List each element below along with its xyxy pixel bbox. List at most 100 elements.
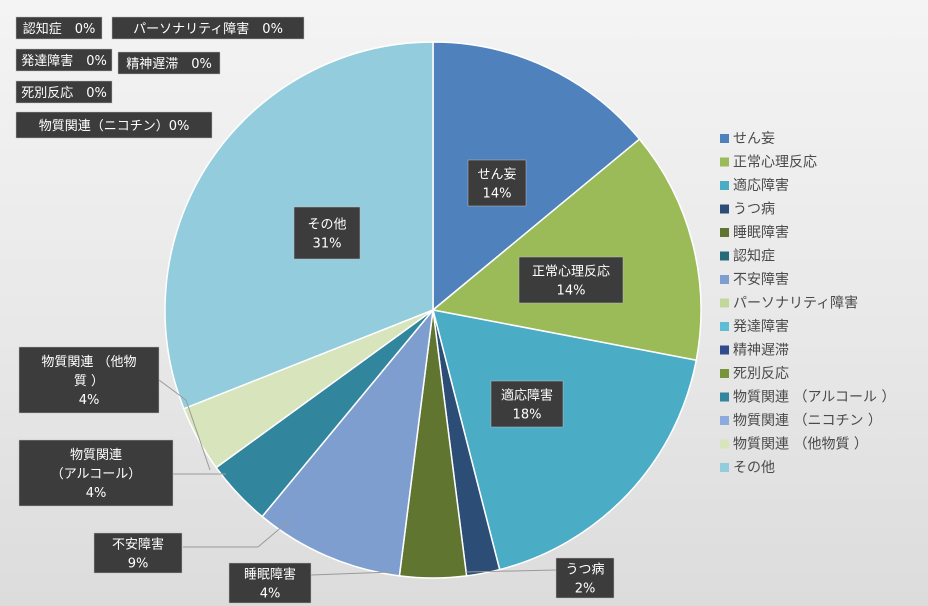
data-label-text: （アルコール） bbox=[51, 467, 142, 482]
data-label-text: 18% bbox=[513, 408, 542, 423]
leader-lines bbox=[158, 379, 557, 576]
data-label-text: 4% bbox=[260, 587, 281, 602]
legend-swatch bbox=[720, 392, 729, 402]
data-label: 適応障害 18% bbox=[490, 380, 564, 428]
legend-item: 物質関連 （他物質 ） bbox=[720, 437, 868, 453]
legend-item: 物質関連 （アルコール ） bbox=[720, 390, 895, 406]
legend-swatch bbox=[720, 134, 729, 143]
legend-label: 睡眠障害 bbox=[733, 225, 789, 241]
data-label-text: 質 ） bbox=[74, 374, 104, 389]
data-label-text: 物質関連 （他物 bbox=[41, 355, 136, 370]
legend-swatch bbox=[720, 322, 729, 331]
data-label-text: 2% bbox=[575, 582, 596, 597]
data-label-box bbox=[93, 532, 183, 574]
data-label: 認知症 0% bbox=[15, 16, 103, 40]
legend-item: せん妄 bbox=[720, 131, 775, 147]
legend-item: 死別反応 bbox=[720, 366, 789, 382]
legend-swatch bbox=[720, 416, 729, 425]
legend-item: 認知症 bbox=[720, 248, 775, 265]
data-label: 精神遅滞 0% bbox=[117, 51, 221, 75]
legend-label: 物質関連 （他物質 ） bbox=[733, 437, 868, 453]
data-label-text: 14% bbox=[557, 284, 586, 299]
legend-item: 精神遅滞 bbox=[720, 343, 789, 359]
data-label-text: 不安障害 bbox=[112, 537, 164, 553]
data-label: うつ病 2% bbox=[555, 557, 615, 599]
data-label-text: うつ病 bbox=[565, 563, 604, 578]
legend-label: うつ病 bbox=[733, 202, 775, 218]
leader-line bbox=[158, 379, 211, 471]
data-label-text: その他 bbox=[307, 218, 346, 233]
data-label-text: 31% bbox=[313, 237, 342, 252]
legend-item: 適応障害 bbox=[720, 177, 789, 194]
data-label-text: せん妄 bbox=[477, 168, 516, 183]
data-label-text: 精神遅滞 0% bbox=[126, 57, 212, 72]
legend-label: 適応障害 bbox=[733, 177, 789, 194]
data-label: 死別反応 0% bbox=[15, 80, 113, 104]
data-label-text: 9% bbox=[128, 557, 149, 572]
legend-label: 物質関連 （アルコール ） bbox=[733, 390, 895, 406]
data-label-text: 物質関連 bbox=[70, 448, 122, 463]
legend-item: 発達障害 bbox=[720, 319, 789, 335]
data-label-text: 4% bbox=[86, 486, 107, 501]
data-label-box bbox=[18, 346, 160, 414]
data-label-text: 発達障害 0% bbox=[21, 53, 107, 69]
data-label-text: 認知症 0% bbox=[23, 21, 96, 37]
data-label-text: 睡眠障害 bbox=[244, 567, 296, 583]
legend-label: 発達障害 bbox=[733, 319, 789, 335]
data-label: 不安障害 9% bbox=[93, 532, 183, 574]
data-label-box bbox=[490, 380, 564, 428]
data-label-box bbox=[18, 439, 174, 507]
legend-label: 物質関連 （ニコチン ） bbox=[733, 413, 882, 429]
legend-swatch bbox=[720, 369, 729, 378]
pie-slice bbox=[431, 309, 698, 571]
data-label-box bbox=[117, 51, 221, 75]
legend-swatch bbox=[720, 298, 729, 308]
legend-label: 認知症 bbox=[733, 248, 775, 265]
data-label-text: 14% bbox=[483, 187, 512, 202]
data-label-box bbox=[467, 159, 527, 207]
data-label: せん妄 14% bbox=[467, 159, 527, 207]
legend: せん妄正常心理反応適応障害うつ病睡眠障害認知症不安障害パーソナリティ障害発達障害… bbox=[720, 131, 895, 476]
data-label-box bbox=[518, 256, 624, 304]
legend-swatch bbox=[720, 439, 729, 449]
data-label: 物質関連 （他物質 ） 4% bbox=[18, 346, 160, 414]
data-label-box bbox=[228, 562, 312, 604]
data-label: 発達障害 0% bbox=[15, 48, 113, 72]
data-label-text: 死別反応 0% bbox=[21, 86, 107, 101]
leader-line bbox=[183, 519, 291, 548]
legend-item: その他 bbox=[720, 460, 775, 476]
data-label: 正常心理反応 14% bbox=[518, 256, 624, 304]
data-label-text: 物質関連（ニコチン）0% bbox=[39, 119, 190, 134]
legend-label: 正常心理反応 bbox=[733, 155, 817, 171]
leader-line bbox=[465, 569, 557, 573]
data-label-text: 4% bbox=[79, 393, 100, 408]
data-labels: せん妄 14% 正常心理反応 14% 適応障害 18% うつ病 2% 睡眠障害 4% 認知症 0% 不… bbox=[15, 16, 624, 604]
legend-label: 精神遅滞 bbox=[733, 343, 789, 359]
legend-item: うつ病 bbox=[720, 202, 775, 218]
legend-item: 物質関連 （ニコチン ） bbox=[720, 413, 882, 429]
legend-item: パーソナリティ障害 bbox=[720, 296, 858, 312]
pie-slice bbox=[261, 307, 435, 577]
legend-label: 不安障害 bbox=[733, 272, 789, 288]
legend-label: パーソナリティ障害 bbox=[733, 296, 858, 312]
data-label: 物質関連（ニコチン）0% bbox=[15, 111, 213, 139]
legend-swatch bbox=[720, 204, 729, 214]
legend-label: せん妄 bbox=[733, 131, 775, 147]
data-label-box bbox=[293, 206, 361, 260]
data-label-box bbox=[15, 111, 213, 139]
data-label-box bbox=[15, 80, 113, 104]
pie-slice bbox=[432, 41, 641, 312]
legend-item: 睡眠障害 bbox=[720, 225, 789, 241]
data-label-box bbox=[111, 16, 305, 40]
legend-label: その他 bbox=[733, 460, 775, 476]
legend-swatch bbox=[720, 181, 729, 190]
legend-item: 正常心理反応 bbox=[720, 155, 817, 171]
legend-swatch bbox=[720, 251, 729, 261]
legend-label: 死別反応 bbox=[733, 366, 789, 382]
legend-item: 不安障害 bbox=[720, 272, 789, 288]
data-label-box bbox=[15, 16, 103, 40]
data-label: 睡眠障害 4% bbox=[228, 562, 312, 604]
legend-swatch bbox=[720, 463, 729, 472]
pie-slice bbox=[431, 138, 702, 362]
